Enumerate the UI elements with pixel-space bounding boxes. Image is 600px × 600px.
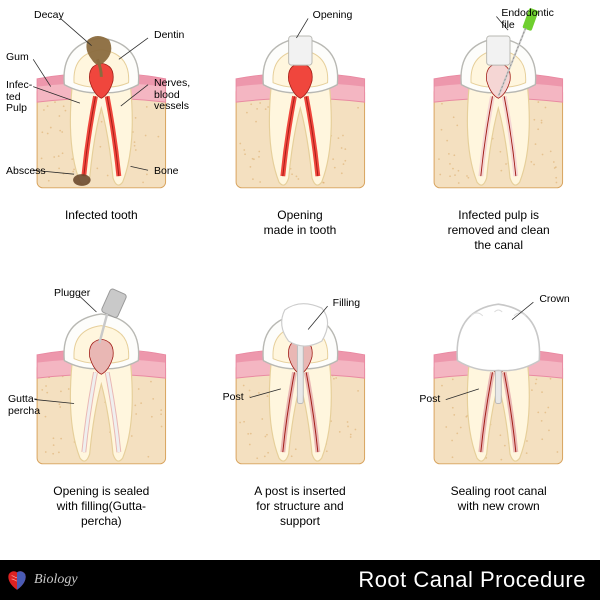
anatomy-label: Post xyxy=(419,394,440,406)
anatomy-label: Gutta-percha xyxy=(8,394,58,417)
tooth-diagram: Filling Post xyxy=(203,284,398,484)
anatomy-label: Opening xyxy=(313,10,353,22)
panel-step6: Crown Post Sealing root canalwith new crow… xyxy=(401,284,596,556)
tooth-diagram: Opening xyxy=(203,8,398,208)
panel-caption: Sealing root canalwith new crown xyxy=(445,484,553,514)
panel-caption: A post is insertedfor structure andsuppo… xyxy=(248,484,351,529)
panel-step1: DecayGumInfec-tedPulpAbscessDentinNerves… xyxy=(4,8,199,280)
anatomy-label: Plugger xyxy=(54,288,90,300)
anatomy-label: Crown xyxy=(539,294,569,306)
tooth-diagram: Endodonticfile xyxy=(401,8,596,208)
panel-caption: Opening is sealedwith filling(Gutta-perc… xyxy=(47,484,155,529)
panel-caption: Infected pulp isremoved and cleanthe can… xyxy=(442,208,556,253)
panel-step2: Opening Openingmade in tooth xyxy=(203,8,398,280)
anatomy-label: Dentin xyxy=(154,30,184,42)
anatomy-label: Bone xyxy=(154,166,179,178)
heart-icon xyxy=(4,567,30,593)
anatomy-label: Endodonticfile xyxy=(501,8,551,31)
panel-step3: Endodonticfile Infected pulp isremoved an… xyxy=(401,8,596,280)
panel-step4: Plugger Gutta-percha Opening is sealedwith… xyxy=(4,284,199,556)
panel-caption: Openingmade in tooth xyxy=(258,208,343,238)
tooth-diagram: Plugger Gutta-percha xyxy=(4,284,199,484)
tooth-diagram: DecayGumInfec-tedPulpAbscessDentinNerves… xyxy=(4,8,199,208)
anatomy-label: Gum xyxy=(6,52,29,64)
page-title: Root Canal Procedure xyxy=(358,567,586,593)
anatomy-label: Infec-tedPulp xyxy=(6,80,56,115)
anatomy-label: Decay xyxy=(34,10,64,22)
panel-grid: Decay Gum Infec-tedPulp Abscess Dentin Nerves… xyxy=(0,0,600,560)
anatomy-label: Abscess xyxy=(6,166,46,178)
tooth-diagram: Crown Post xyxy=(401,284,596,484)
brand-text: Biology xyxy=(34,572,78,588)
footer-bar: Biology Root Canal Procedure xyxy=(0,560,600,600)
panel-step5: Filling Post A post is insertedfor structu… xyxy=(203,284,398,556)
brand: Biology xyxy=(4,567,78,593)
anatomy-label: Nerves,bloodvessels xyxy=(154,78,204,113)
anatomy-label: Filling xyxy=(333,298,360,310)
anatomy-label: Post xyxy=(223,392,244,404)
panel-caption: Infected tooth xyxy=(59,208,144,223)
